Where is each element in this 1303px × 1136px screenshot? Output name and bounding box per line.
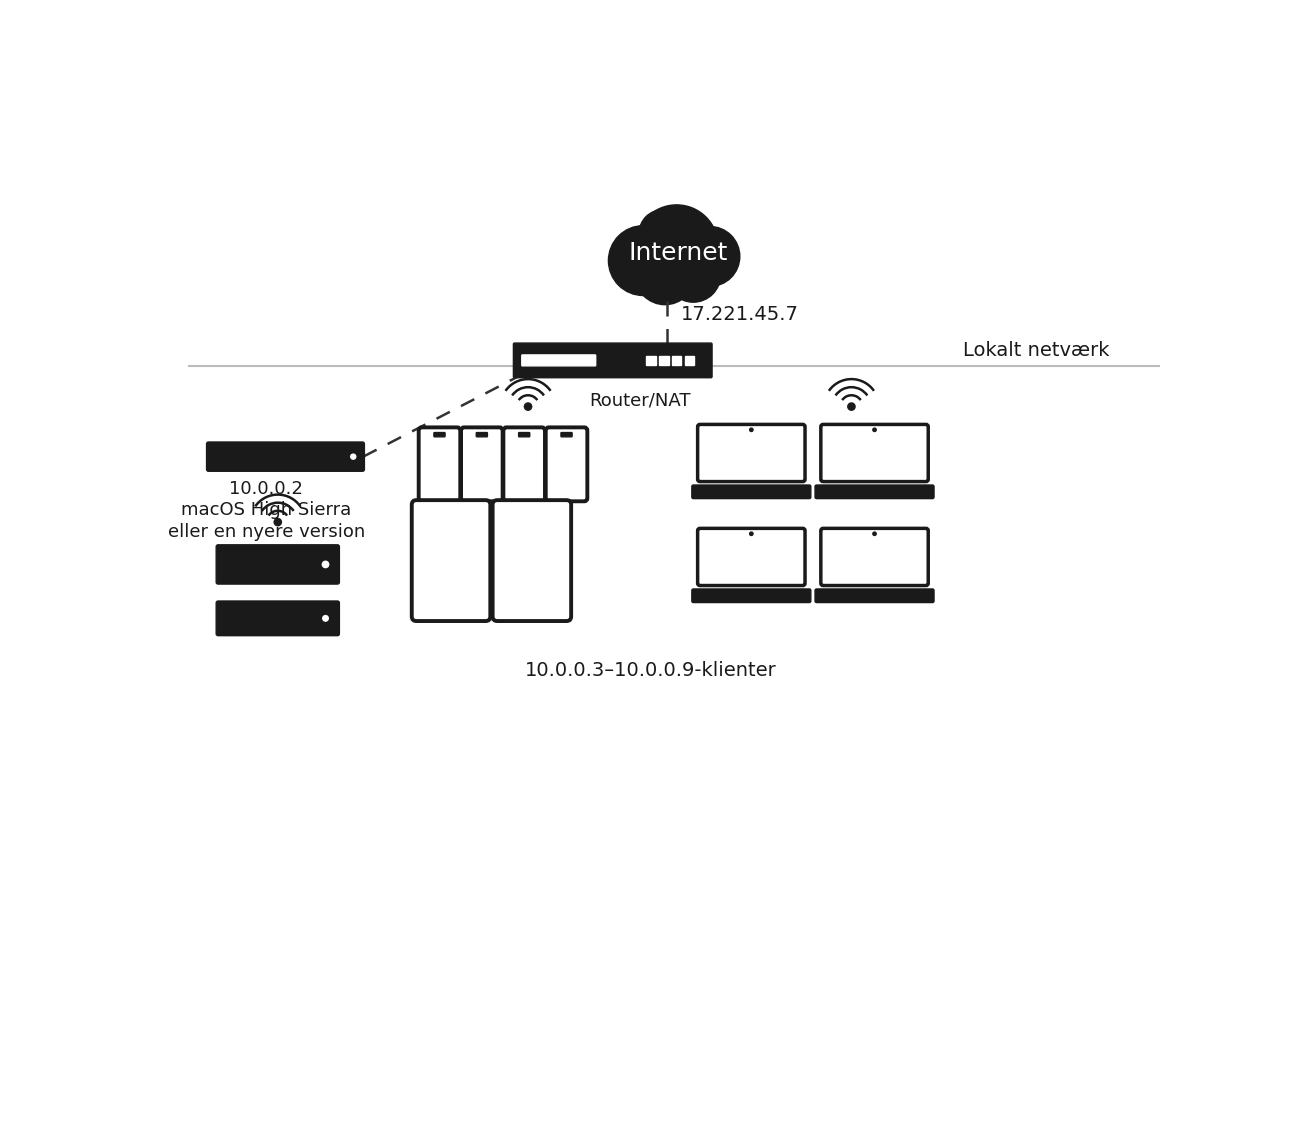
Text: Internet: Internet — [628, 241, 728, 265]
FancyBboxPatch shape — [477, 433, 487, 437]
Circle shape — [666, 248, 721, 302]
Circle shape — [609, 226, 679, 295]
Circle shape — [848, 403, 855, 410]
Circle shape — [524, 403, 532, 410]
FancyBboxPatch shape — [521, 354, 595, 366]
Circle shape — [640, 210, 685, 257]
FancyBboxPatch shape — [659, 356, 668, 366]
FancyBboxPatch shape — [646, 356, 655, 366]
FancyBboxPatch shape — [493, 500, 571, 621]
FancyBboxPatch shape — [546, 427, 588, 501]
FancyBboxPatch shape — [418, 427, 460, 501]
FancyBboxPatch shape — [821, 425, 928, 482]
FancyBboxPatch shape — [503, 427, 545, 501]
FancyBboxPatch shape — [461, 427, 503, 501]
Text: 10.0.0.3–10.0.0.9-klienter: 10.0.0.3–10.0.0.9-klienter — [525, 661, 777, 679]
Circle shape — [635, 244, 694, 304]
FancyBboxPatch shape — [821, 528, 928, 585]
Circle shape — [680, 226, 740, 286]
Text: Router/NAT: Router/NAT — [590, 391, 691, 409]
Text: Lokalt netværk: Lokalt netværk — [963, 341, 1109, 360]
Circle shape — [322, 561, 328, 568]
FancyBboxPatch shape — [513, 343, 711, 377]
FancyBboxPatch shape — [216, 601, 339, 636]
FancyBboxPatch shape — [207, 442, 365, 471]
FancyBboxPatch shape — [692, 485, 810, 499]
FancyBboxPatch shape — [816, 485, 934, 499]
FancyBboxPatch shape — [684, 356, 694, 366]
Text: macOS High Sierra: macOS High Sierra — [181, 501, 352, 519]
FancyBboxPatch shape — [672, 356, 681, 366]
Text: 10.0.0.2: 10.0.0.2 — [229, 479, 304, 498]
Circle shape — [873, 532, 876, 535]
Circle shape — [323, 616, 328, 621]
Circle shape — [749, 428, 753, 432]
Text: 17.221.45.7: 17.221.45.7 — [680, 304, 799, 324]
FancyBboxPatch shape — [697, 425, 805, 482]
FancyBboxPatch shape — [216, 545, 339, 584]
FancyBboxPatch shape — [692, 588, 810, 602]
FancyBboxPatch shape — [562, 433, 572, 437]
FancyBboxPatch shape — [434, 433, 446, 437]
FancyBboxPatch shape — [697, 528, 805, 585]
FancyBboxPatch shape — [412, 500, 490, 621]
Circle shape — [749, 532, 753, 535]
Circle shape — [873, 428, 876, 432]
Circle shape — [351, 454, 356, 459]
Circle shape — [635, 204, 718, 289]
Circle shape — [274, 518, 281, 526]
FancyBboxPatch shape — [816, 588, 934, 602]
FancyBboxPatch shape — [519, 433, 530, 437]
Circle shape — [671, 215, 709, 251]
Text: eller en nyere version: eller en nyere version — [168, 523, 365, 541]
